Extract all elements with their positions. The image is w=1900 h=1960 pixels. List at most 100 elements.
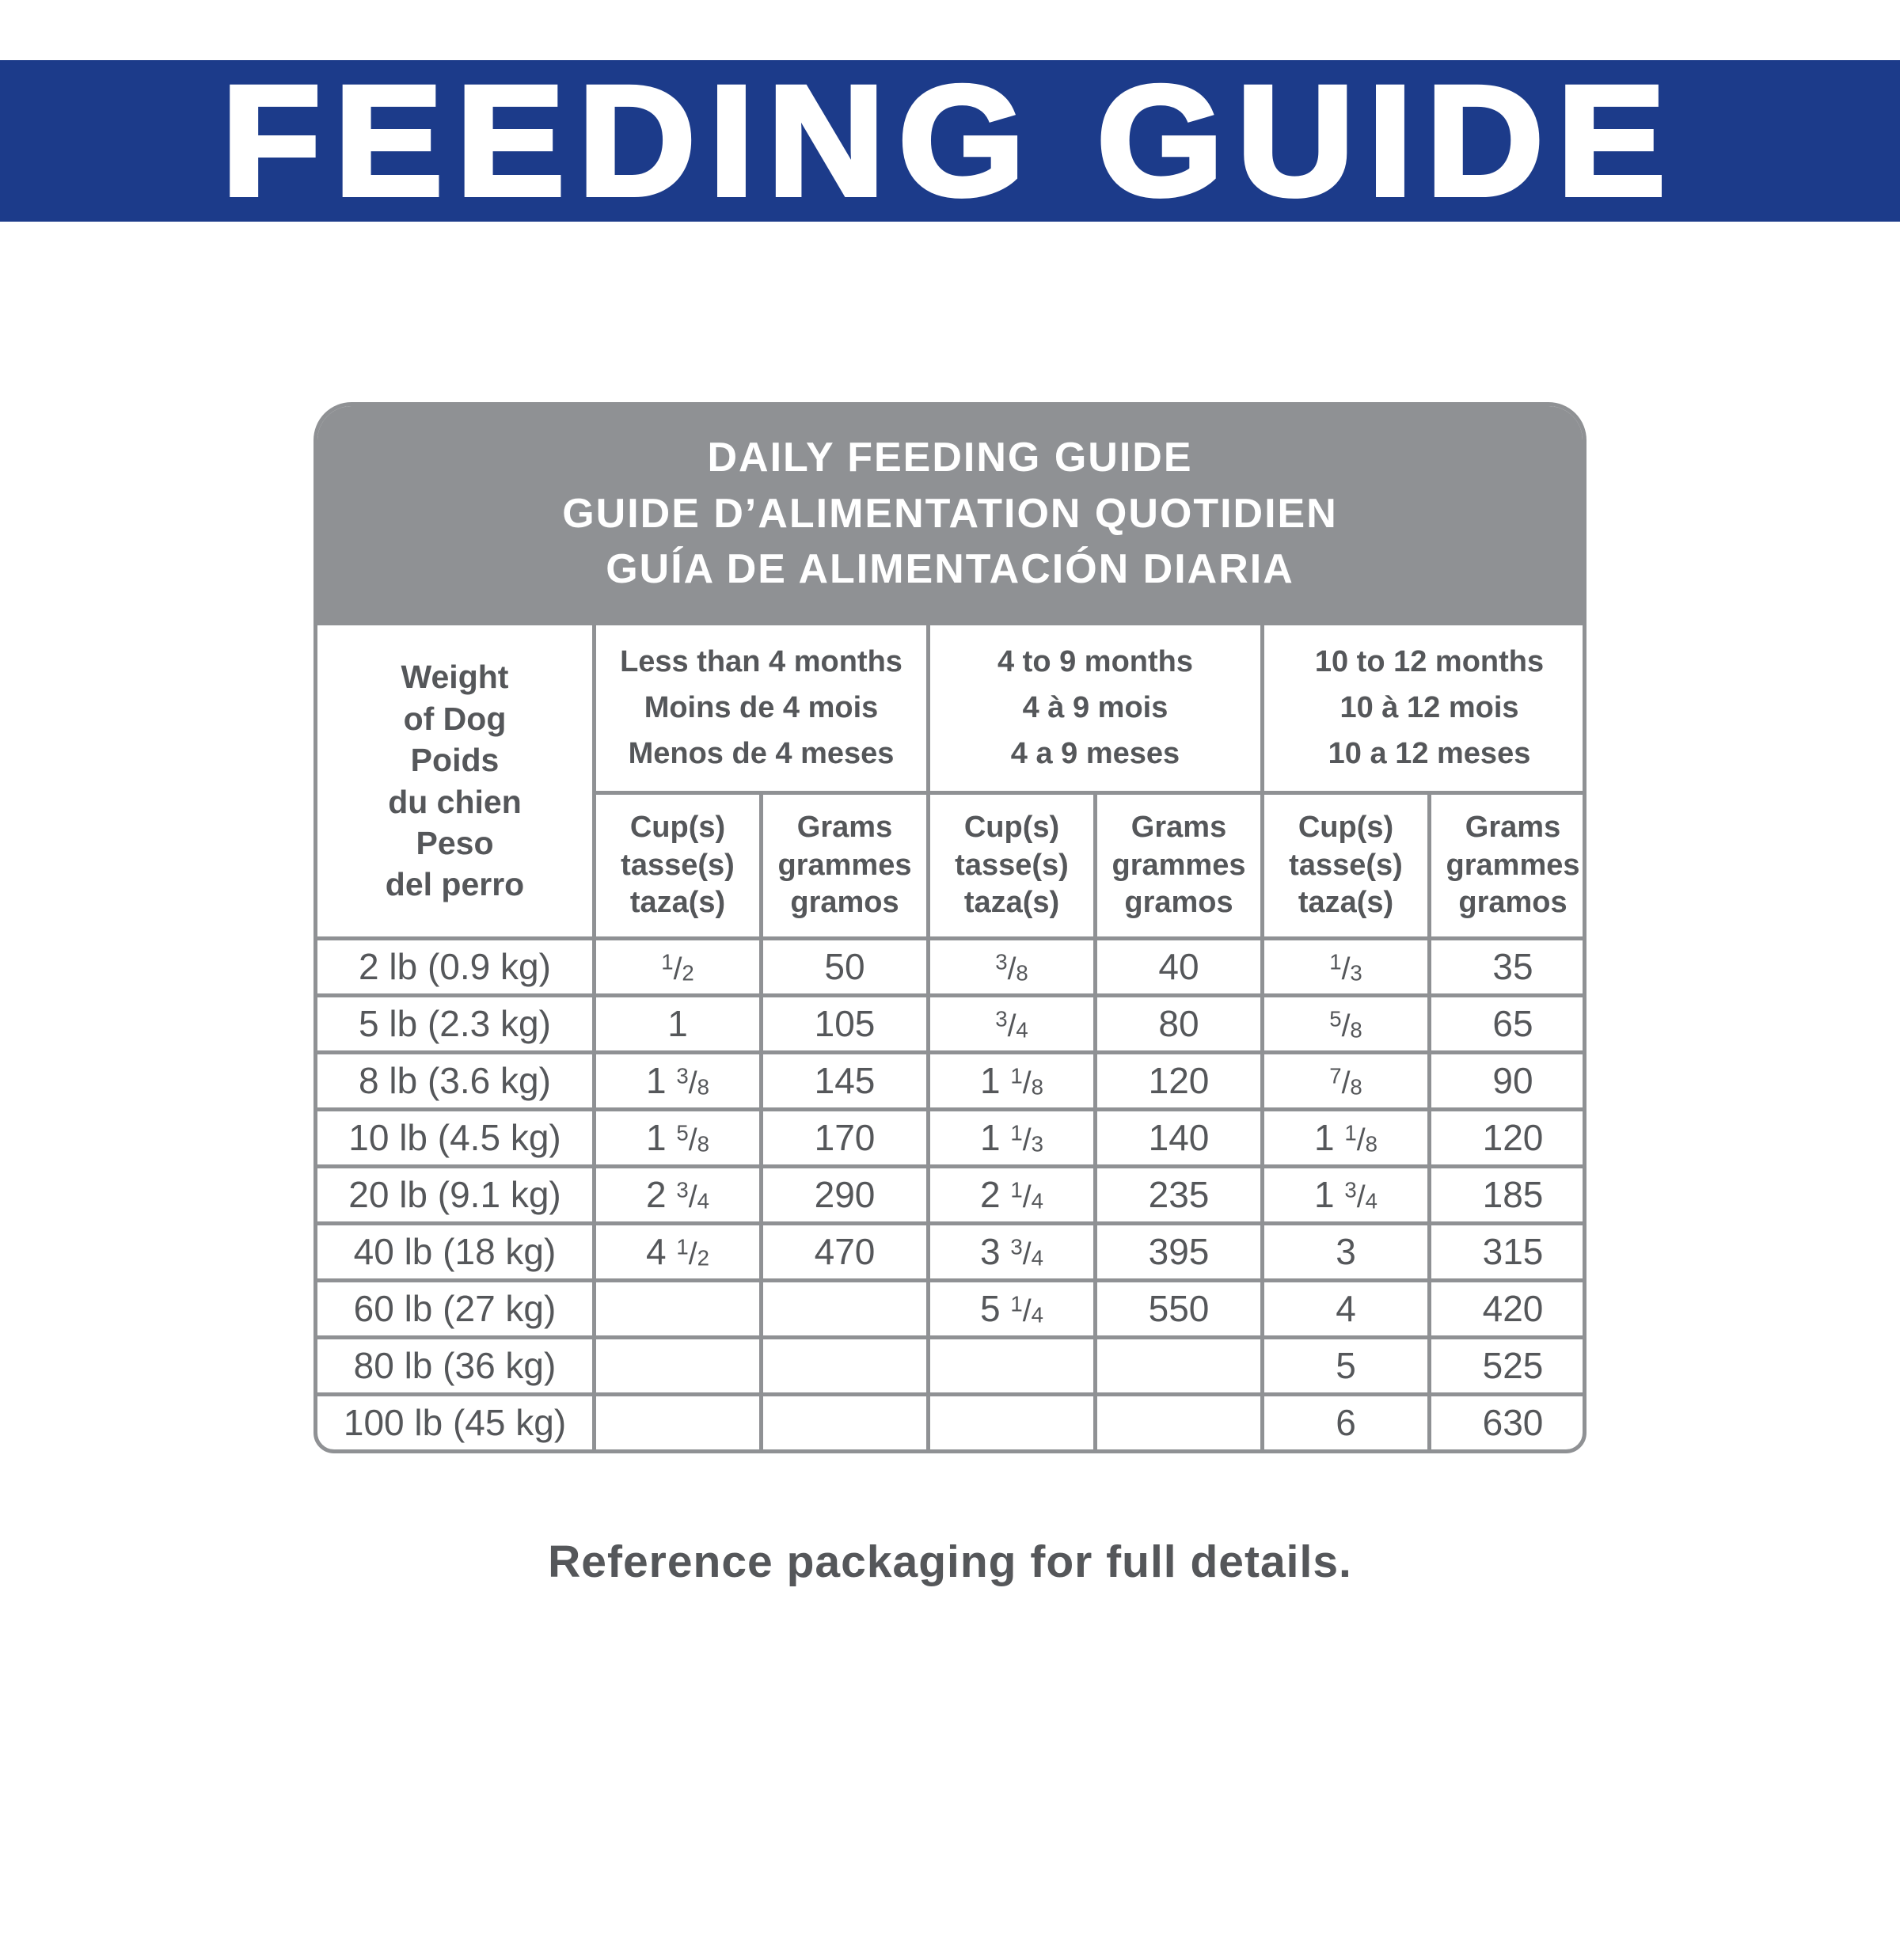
- table-row: 5 lb (2.3 kg) 1 105 3/4 80 5/8 65: [317, 993, 1583, 1054]
- unit-line: tasse(s): [1289, 848, 1403, 882]
- grams-cell: 90: [1427, 1050, 1583, 1111]
- weight-header-line: of Dog: [403, 700, 507, 737]
- grams-cell: [759, 1278, 930, 1339]
- grams-cell: 290: [759, 1164, 930, 1225]
- cups-cell: 3 3/4: [926, 1221, 1097, 1282]
- unit-line: tasse(s): [955, 848, 1069, 882]
- cups-cell: [592, 1392, 763, 1449]
- age-group-line: 10 a 12 meses: [1328, 736, 1531, 770]
- grams-cell: 80: [1093, 993, 1264, 1054]
- age-group-line: Menos de 4 meses: [628, 736, 895, 770]
- grams-cell: 525: [1427, 1335, 1583, 1396]
- cups-cell: [592, 1335, 763, 1396]
- cups-cell: 6: [1260, 1392, 1431, 1449]
- feeding-guide-banner: FEEDING GUIDE: [0, 60, 1900, 222]
- banner-title: FEEDING GUIDE: [218, 53, 1679, 228]
- grams-cell: 120: [1427, 1107, 1583, 1168]
- grams-cell: 50: [759, 936, 930, 997]
- weight-header-line: Peso: [416, 825, 494, 861]
- grams-cell: 630: [1427, 1392, 1583, 1449]
- weight-header-line: du chien: [388, 783, 522, 820]
- unit-line: Grams: [796, 811, 893, 845]
- age-group-header-4-to-9-months: 4 to 9 months 4 à 9 mois 4 a 9 meses: [926, 621, 1264, 796]
- age-group-line: Moins de 4 mois: [644, 690, 879, 724]
- cups-cell: 3/8: [926, 936, 1097, 997]
- weight-cell: 20 lb (9.1 kg): [317, 1164, 596, 1225]
- grams-cell: 140: [1093, 1107, 1264, 1168]
- table-row: 100 lb (45 kg) 6 630: [317, 1392, 1583, 1449]
- cups-cell: 1 3/4: [1260, 1164, 1431, 1225]
- grams-cell: 35: [1427, 936, 1583, 997]
- grams-cell: 65: [1427, 993, 1583, 1054]
- grams-cell: 170: [759, 1107, 930, 1168]
- cups-cell: 3/4: [926, 993, 1097, 1054]
- age-group-line: 10 to 12 months: [1314, 645, 1545, 679]
- age-group-line: 4 to 9 months: [997, 645, 1194, 679]
- daily-feeding-guide-card: DAILY FEEDING GUIDE GUIDE D’ALIMENTATION…: [314, 402, 1586, 1453]
- cups-header: Cup(s) tasse(s) taza(s): [1260, 791, 1431, 940]
- weight-cell: 2 lb (0.9 kg): [317, 936, 596, 997]
- weight-cell: 10 lb (4.5 kg): [317, 1107, 596, 1168]
- cups-cell: 1 3/8: [592, 1050, 763, 1111]
- unit-line: grammes: [1446, 848, 1580, 882]
- age-group-header-10-to-12-months: 10 to 12 months 10 à 12 mois 10 a 12 mes…: [1260, 621, 1583, 796]
- grams-cell: 120: [1093, 1050, 1264, 1111]
- unit-line: Grams: [1130, 811, 1227, 845]
- cups-cell: 5: [1260, 1335, 1431, 1396]
- weight-header-line: del perro: [385, 866, 525, 903]
- guide-title-en: DAILY FEEDING GUIDE: [707, 435, 1193, 481]
- weight-cell: 60 lb (27 kg): [317, 1278, 596, 1339]
- grams-header: Grams grammes gramos: [1427, 791, 1583, 940]
- grams-cell: 145: [759, 1050, 930, 1111]
- cups-cell: 1 5/8: [592, 1107, 763, 1168]
- grams-cell: [759, 1392, 930, 1449]
- unit-line: grammes: [777, 848, 912, 882]
- weight-cell: 8 lb (3.6 kg): [317, 1050, 596, 1111]
- cups-cell: 1 1/3: [926, 1107, 1097, 1168]
- cups-cell: 4: [1260, 1278, 1431, 1339]
- weight-of-dog-header: Weight of Dog Poids du chien Peso del pe…: [317, 621, 596, 940]
- grams-cell: [1093, 1335, 1264, 1396]
- age-group-line: 4 a 9 meses: [1010, 736, 1180, 770]
- age-group-line: 10 à 12 mois: [1340, 690, 1519, 724]
- weight-cell: 40 lb (18 kg): [317, 1221, 596, 1282]
- unit-line: Cup(s): [963, 811, 1060, 845]
- cups-cell: 5 1/4: [926, 1278, 1097, 1339]
- guide-title-es: GUÍA DE ALIMENTACIÓN DIARIA: [606, 546, 1294, 593]
- table-row: 80 lb (36 kg) 5 525: [317, 1335, 1583, 1396]
- grams-cell: [1093, 1392, 1264, 1449]
- unit-line: gramos: [790, 886, 899, 920]
- cups-cell: 2 3/4: [592, 1164, 763, 1225]
- cups-cell: [926, 1335, 1097, 1396]
- weight-cell: 100 lb (45 kg): [317, 1392, 596, 1449]
- unit-header-row: Cup(s) tasse(s) taza(s) Grams grammes gr…: [317, 791, 1583, 940]
- table-row: 20 lb (9.1 kg) 2 3/4 290 2 1/4 235 1 3/4 185: [317, 1164, 1583, 1225]
- weight-cell: 5 lb (2.3 kg): [317, 993, 596, 1054]
- unit-line: Cup(s): [1298, 811, 1394, 845]
- grams-cell: 40: [1093, 936, 1264, 997]
- weight-header-line: Weight: [401, 659, 509, 696]
- cups-header: Cup(s) tasse(s) taza(s): [926, 791, 1097, 940]
- table-row: 2 lb (0.9 kg) 1/2 50 3/8 40 1/3 35: [317, 936, 1583, 997]
- cups-cell: 5/8: [1260, 993, 1431, 1054]
- grams-cell: [759, 1335, 930, 1396]
- footer-note: Reference packaging for full details.: [548, 1536, 1352, 1587]
- grams-cell: 185: [1427, 1164, 1583, 1225]
- age-group-header-row: Weight of Dog Poids du chien Peso del pe…: [317, 621, 1583, 940]
- feeding-table: Weight of Dog Poids du chien Peso del pe…: [317, 621, 1583, 1449]
- table-row: 40 lb (18 kg) 4 1/2 470 3 3/4 395 3 315: [317, 1221, 1583, 1282]
- grams-cell: 395: [1093, 1221, 1264, 1282]
- cups-cell: 4 1/2: [592, 1221, 763, 1282]
- age-group-header-less-than-4-months: Less than 4 months Moins de 4 mois Menos…: [592, 621, 930, 796]
- unit-line: tasse(s): [621, 848, 735, 882]
- cups-cell: 3: [1260, 1221, 1431, 1282]
- grams-cell: 550: [1093, 1278, 1264, 1339]
- cups-cell: 1: [592, 993, 763, 1054]
- table-row: 60 lb (27 kg) 5 1/4 550 4 420: [317, 1278, 1583, 1339]
- cups-cell: 2 1/4: [926, 1164, 1097, 1225]
- cups-cell: [592, 1278, 763, 1339]
- grams-cell: 470: [759, 1221, 930, 1282]
- table-row: 8 lb (3.6 kg) 1 3/8 145 1 1/8 120 7/8 90: [317, 1050, 1583, 1111]
- weight-header-line: Poids: [410, 742, 500, 779]
- grams-cell: 235: [1093, 1164, 1264, 1225]
